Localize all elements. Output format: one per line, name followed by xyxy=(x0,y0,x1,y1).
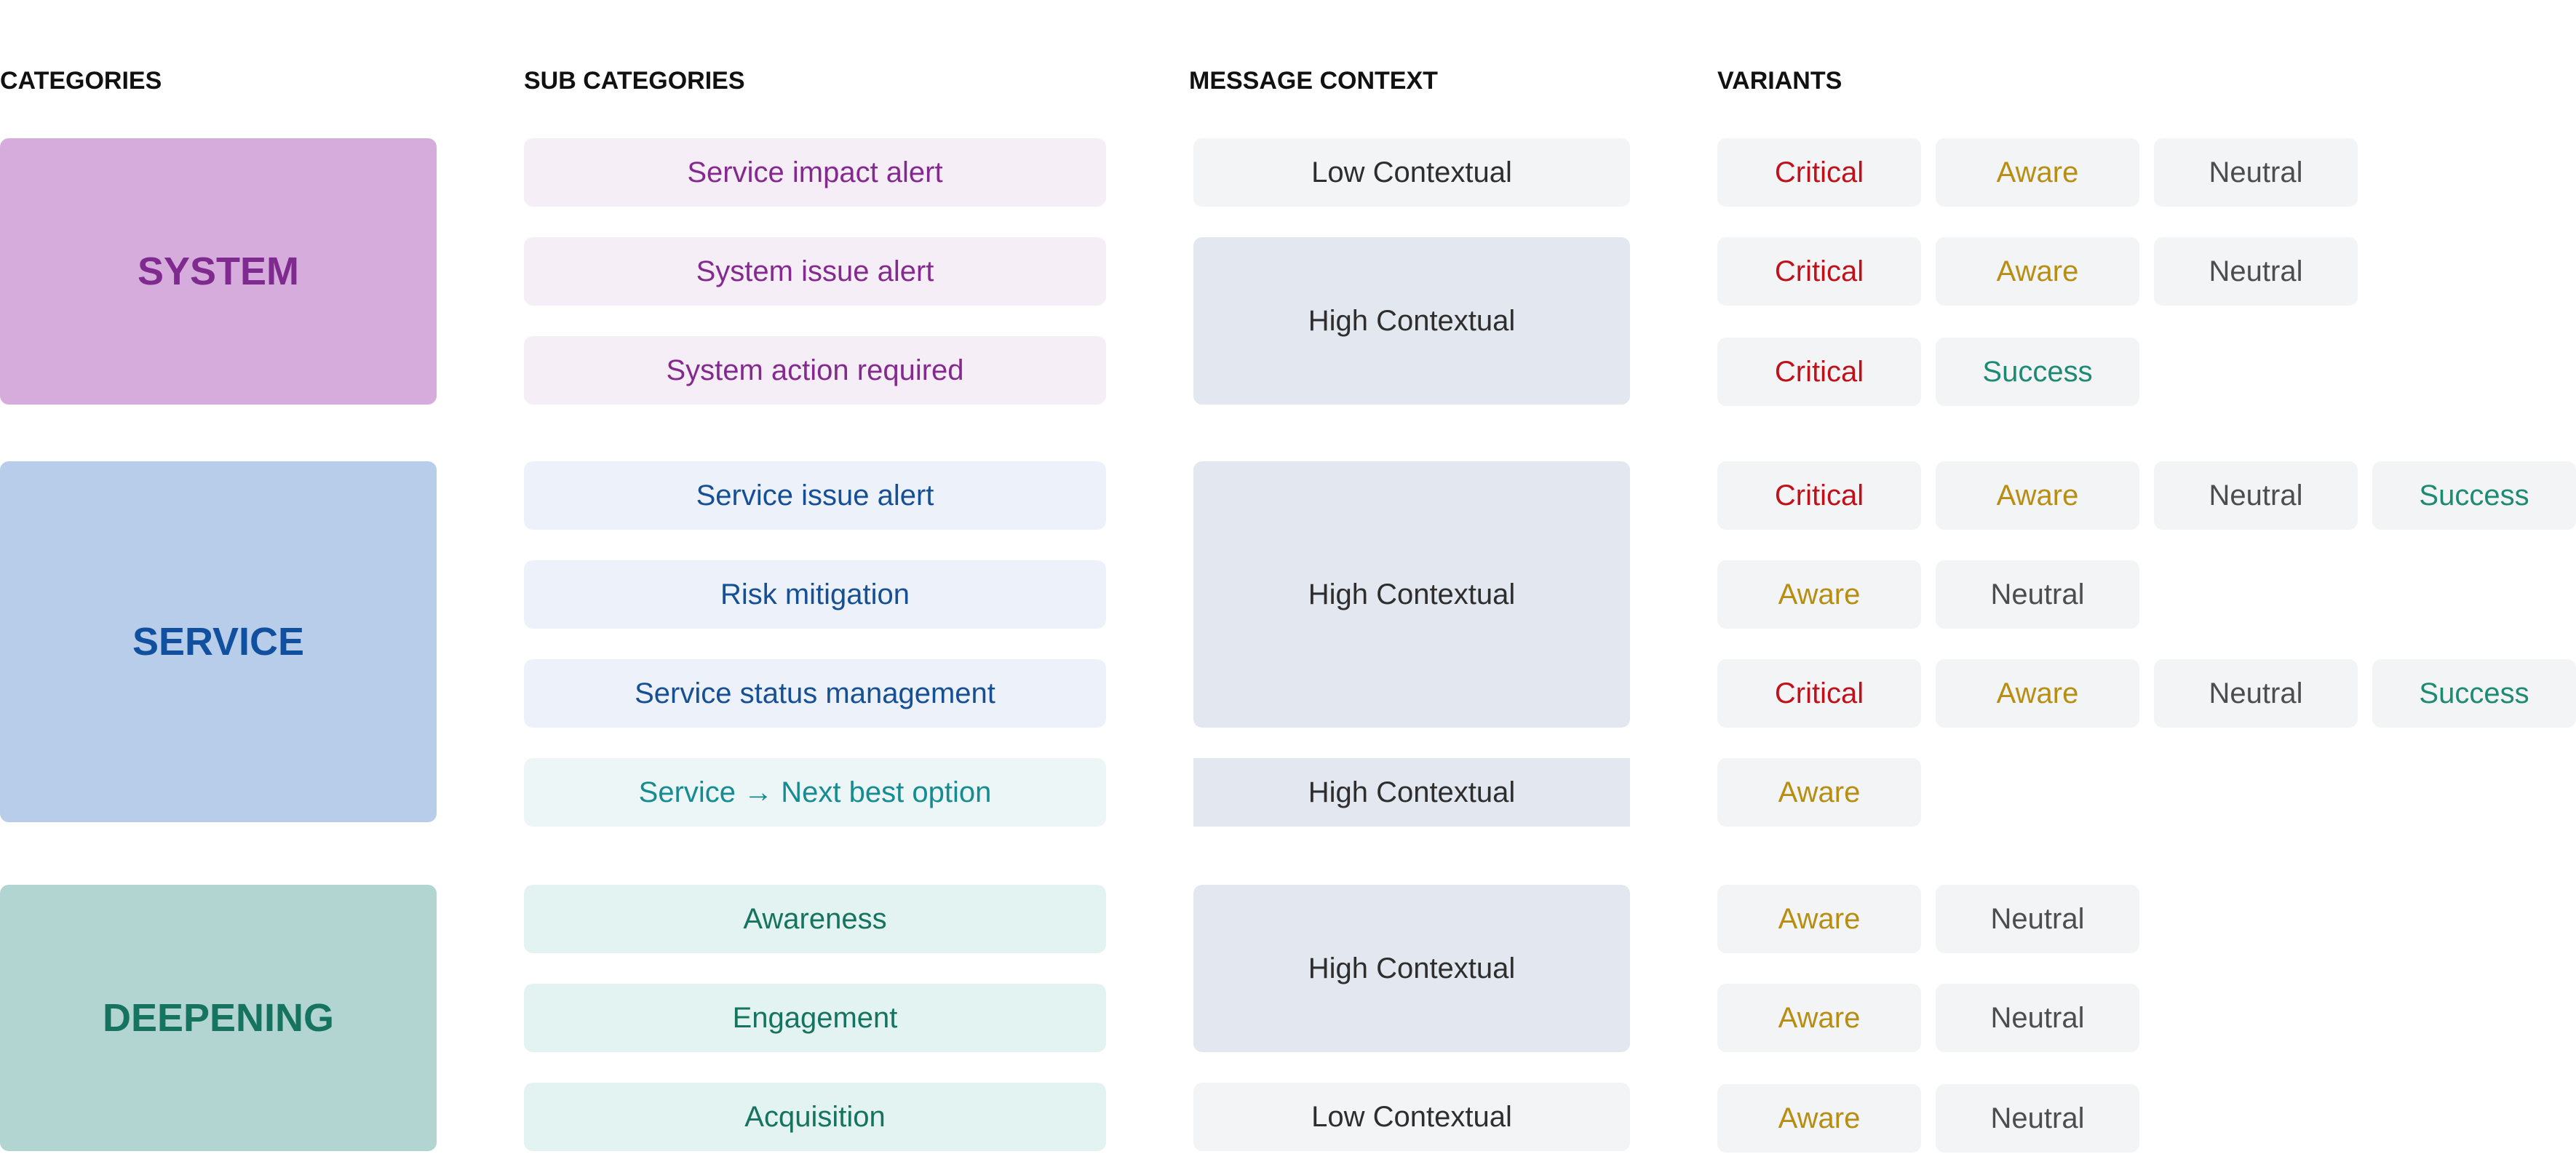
variant-neutral: Neutral xyxy=(1936,984,2139,1052)
subcategory-service-impact-alert: Service impact alert xyxy=(524,138,1106,207)
subcategory-system-action-required: System action required xyxy=(524,336,1106,405)
variant-critical: Critical xyxy=(1717,338,1921,406)
variant-aware: Aware xyxy=(1717,885,1921,953)
category-deepening: DEEPENING xyxy=(0,885,437,1151)
variant-aware: Aware xyxy=(1717,1084,1921,1153)
variant-critical: Critical xyxy=(1717,237,1921,306)
context-low-contextual: Low Contextual xyxy=(1193,1083,1630,1151)
category-service: SERVICE xyxy=(0,461,437,822)
variant-neutral: Neutral xyxy=(2154,461,2358,530)
context-high-contextual: High Contextual xyxy=(1193,237,1630,405)
variant-aware: Aware xyxy=(1936,659,2139,728)
variant-critical: Critical xyxy=(1717,461,1921,530)
variant-neutral: Neutral xyxy=(2154,237,2358,306)
header-categories: CATEGORIES xyxy=(0,67,162,95)
variant-aware: Aware xyxy=(1936,237,2139,306)
context-high-contextual: High Contextual xyxy=(1193,758,1630,827)
variant-aware: Aware xyxy=(1717,984,1921,1052)
variant-neutral: Neutral xyxy=(2154,138,2358,207)
context-high-contextual: High Contextual xyxy=(1193,461,1630,728)
variant-critical: Critical xyxy=(1717,659,1921,728)
variant-aware: Aware xyxy=(1936,138,2139,207)
header-sub-categories: SUB CATEGORIES xyxy=(524,67,745,95)
variant-success: Success xyxy=(2372,659,2576,728)
subcategory-service-next-best-option: Service → Next best option xyxy=(524,758,1106,827)
subcategory-engagement: Engagement xyxy=(524,984,1106,1052)
variant-neutral: Neutral xyxy=(1936,885,2139,953)
variant-success: Success xyxy=(1936,338,2139,406)
variant-aware: Aware xyxy=(1936,461,2139,530)
header-message-context: MESSAGE CONTEXT xyxy=(1189,67,1438,95)
subcategory-service-issue-alert: Service issue alert xyxy=(524,461,1106,530)
variant-critical: Critical xyxy=(1717,138,1921,207)
variant-neutral: Neutral xyxy=(1936,1084,2139,1153)
variant-success: Success xyxy=(2372,461,2576,530)
subcategory-service-status-management: Service status management xyxy=(524,659,1106,728)
subcategory-system-issue-alert: System issue alert xyxy=(524,237,1106,306)
context-high-contextual: High Contextual xyxy=(1193,885,1630,1052)
variant-neutral: Neutral xyxy=(2154,659,2358,728)
variant-aware: Aware xyxy=(1717,560,1921,629)
header-variants: VARIANTS xyxy=(1717,67,1842,95)
category-system: SYSTEM xyxy=(0,138,437,405)
variant-aware: Aware xyxy=(1717,758,1921,827)
subcategory-awareness: Awareness xyxy=(524,885,1106,953)
variant-neutral: Neutral xyxy=(1936,560,2139,629)
context-low-contextual: Low Contextual xyxy=(1193,138,1630,207)
subcategory-risk-mitigation: Risk mitigation xyxy=(524,560,1106,629)
subcategory-acquisition: Acquisition xyxy=(524,1083,1106,1151)
